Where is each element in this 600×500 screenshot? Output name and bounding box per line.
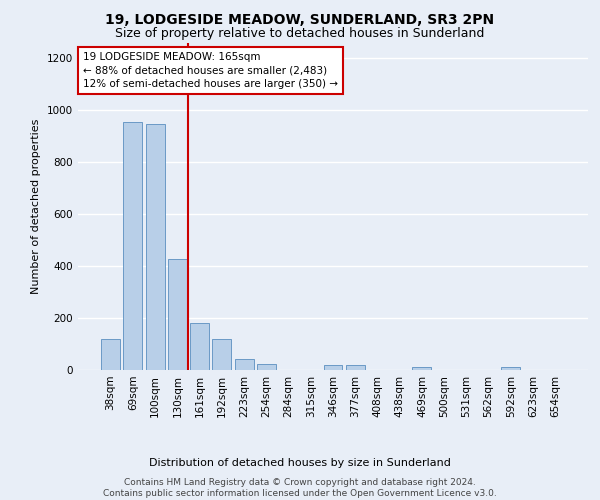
Bar [124, 122, 142, 370]
Bar [412, 368, 431, 370]
Y-axis label: Number of detached properties: Number of detached properties [31, 118, 41, 294]
Text: 19 LODGESIDE MEADOW: 165sqm
← 88% of detached houses are smaller (2,483)
12% of : 19 LODGESIDE MEADOW: 165sqm ← 88% of det… [83, 52, 338, 88]
Bar [346, 366, 365, 370]
Text: Distribution of detached houses by size in Sunderland: Distribution of detached houses by size … [149, 458, 451, 468]
Text: 19, LODGESIDE MEADOW, SUNDERLAND, SR3 2PN: 19, LODGESIDE MEADOW, SUNDERLAND, SR3 2P… [106, 12, 494, 26]
Bar [101, 339, 120, 370]
Bar [235, 359, 254, 370]
Text: Size of property relative to detached houses in Sunderland: Size of property relative to detached ho… [115, 28, 485, 40]
Text: Contains HM Land Registry data © Crown copyright and database right 2024.
Contai: Contains HM Land Registry data © Crown c… [103, 478, 497, 498]
Bar [146, 124, 164, 370]
Bar [323, 366, 343, 370]
Bar [257, 364, 276, 370]
Bar [190, 322, 209, 370]
Bar [212, 339, 231, 370]
Bar [168, 259, 187, 370]
Bar [502, 368, 520, 370]
